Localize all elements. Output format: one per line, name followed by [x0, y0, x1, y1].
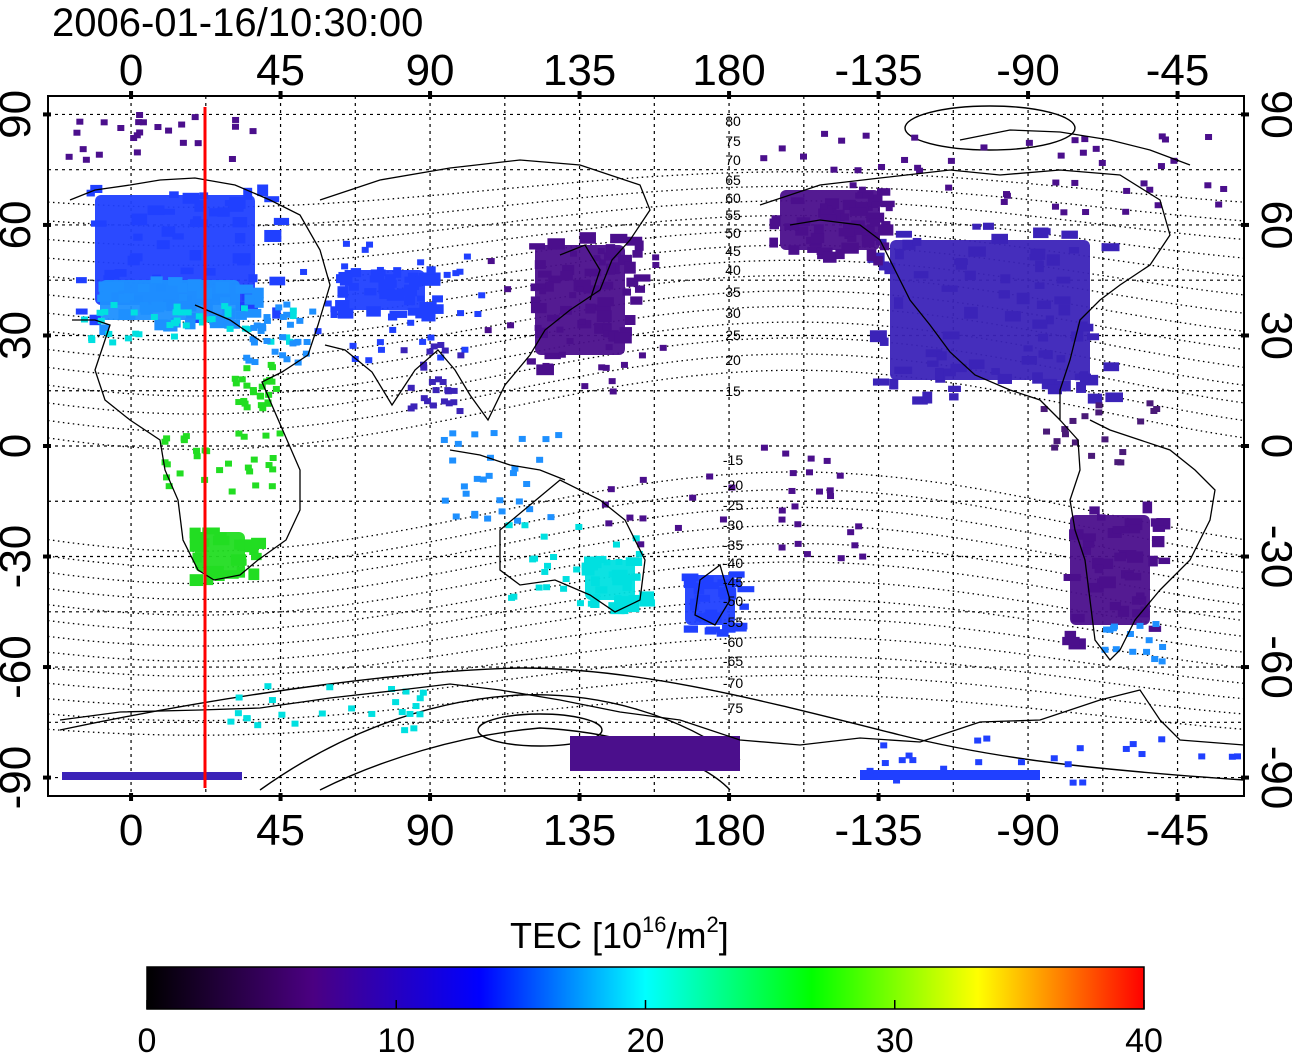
contour-label: 70: [725, 152, 741, 168]
colorbar-tick-label: 0: [138, 1022, 157, 1057]
contour-label: 35: [725, 284, 741, 300]
bottom-lon-label: -45: [1146, 806, 1210, 855]
contour-label: -75: [723, 700, 743, 716]
right-lat-label: -30: [1252, 525, 1292, 589]
contour-label: 65: [725, 172, 741, 188]
left-lat-label: 90: [0, 90, 40, 139]
colorbar-tick-label: 30: [876, 1022, 914, 1057]
top-lon-label: 90: [406, 46, 455, 95]
bottom-lon-label: 0: [119, 806, 143, 855]
contour-label: 55: [725, 207, 741, 223]
left-lat-label: -60: [0, 635, 40, 699]
top-lon-label: 0: [119, 46, 143, 95]
right-lat-label: -60: [1252, 635, 1292, 699]
top-lon-label: -45: [1146, 46, 1210, 95]
contour-label: 25: [725, 327, 741, 343]
contour-label: -40: [723, 555, 743, 571]
tec-measurements: [62, 112, 1242, 786]
bottom-lon-label: 135: [543, 806, 616, 855]
contour-label: -25: [723, 497, 743, 513]
axis-labels: 0045459090135135180180-135-135-90-90-45-…: [0, 46, 1292, 855]
bottom-lon-label: 90: [406, 806, 455, 855]
right-lat-label: 60: [1252, 200, 1292, 249]
contour-label: -20: [723, 477, 743, 493]
contour-label: 30: [725, 305, 741, 321]
contour-label: -35: [723, 537, 743, 553]
colorbar-title: TEC [1016/m2]: [510, 912, 729, 956]
right-lat-label: -90: [1252, 746, 1292, 810]
axis-ticks: [43, 91, 1249, 801]
contour-label: 50: [725, 225, 741, 241]
right-lat-label: 30: [1252, 311, 1292, 360]
left-lat-label: -30: [0, 525, 40, 589]
bottom-lon-label: 45: [256, 806, 305, 855]
contour-label: -15: [723, 452, 743, 468]
contour-label: -45: [723, 574, 743, 590]
left-lat-label: 0: [0, 434, 40, 458]
contour-label: -65: [723, 653, 743, 669]
contour-label: -30: [723, 517, 743, 533]
magnetic-latitude-contours: [47, 171, 1245, 736]
top-lon-label: 45: [256, 46, 305, 95]
top-lon-label: 135: [543, 46, 616, 95]
contour-label: -70: [723, 675, 743, 691]
contour-label: -50: [723, 593, 743, 609]
colorbar-tick-label: 20: [627, 1022, 665, 1057]
contour-label: 80: [725, 113, 741, 129]
left-lat-label: -90: [0, 746, 40, 810]
top-lon-label: -90: [996, 46, 1060, 95]
bottom-lon-label: 180: [692, 806, 765, 855]
bottom-lon-label: -90: [996, 806, 1060, 855]
contour-label: 60: [725, 190, 741, 206]
colorbar-tick-label: 10: [377, 1022, 415, 1057]
contour-label: -60: [723, 634, 743, 650]
right-lat-label: 90: [1252, 90, 1292, 139]
contour-label: 20: [725, 352, 741, 368]
contour-label: -55: [723, 614, 743, 630]
contour-label: 75: [725, 133, 741, 149]
colorbar-ticks: 0 10 20 30 40: [138, 1000, 1163, 1060]
coastlines: [59, 129, 1245, 746]
bottom-lon-label: -135: [835, 806, 923, 855]
left-lat-label: 60: [0, 200, 40, 249]
colorbar-tick-label: 40: [1125, 1022, 1163, 1057]
right-lat-label: 0: [1252, 434, 1292, 458]
contour-label: 40: [725, 262, 741, 278]
top-lon-label: -135: [835, 46, 923, 95]
contour-label: 15: [725, 383, 741, 399]
map-title: 2006-01-16/10:30:00: [52, 1, 423, 45]
left-lat-label: 30: [0, 311, 40, 360]
contour-label: 45: [725, 243, 741, 259]
top-lon-label: 180: [692, 46, 765, 95]
